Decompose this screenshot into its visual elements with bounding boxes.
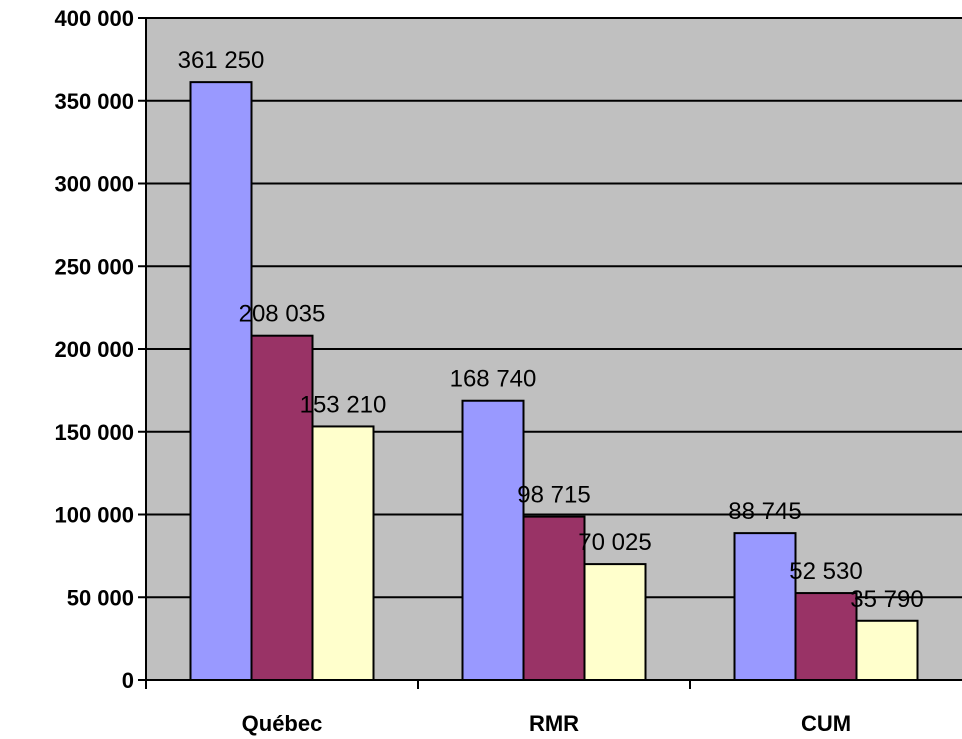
y-tick-label: 350 000 xyxy=(54,89,134,114)
bar xyxy=(522,515,586,681)
data-label: 98 715 xyxy=(517,482,590,509)
category-label: CUM xyxy=(801,711,851,736)
data-label: 361 250 xyxy=(178,47,265,74)
bar xyxy=(583,563,647,682)
bar xyxy=(311,425,375,681)
data-label: 35 790 xyxy=(850,586,923,613)
data-label: 52 530 xyxy=(789,558,862,585)
y-tick-label: 100 000 xyxy=(54,503,134,528)
y-axis-ticks: 0 50 000 100 000 150 000 200 000 250 000 300 0… xyxy=(54,6,146,693)
data-label: 153 210 xyxy=(300,391,387,418)
y-tick-label: 150 000 xyxy=(54,420,134,445)
bar xyxy=(461,399,525,681)
data-label: 70 025 xyxy=(578,529,651,556)
bars xyxy=(189,81,919,682)
bar xyxy=(189,81,253,682)
category-label: RMR xyxy=(529,711,579,736)
bar xyxy=(250,334,314,681)
y-tick-label: 50 000 xyxy=(67,585,134,610)
bar xyxy=(794,592,858,682)
x-axis-labels: Québec RMR CUM xyxy=(242,711,851,736)
category-label: Québec xyxy=(242,711,323,736)
y-tick-label: 0 xyxy=(122,668,134,693)
y-tick-label: 400 000 xyxy=(54,6,134,31)
bar xyxy=(733,532,797,681)
bar xyxy=(855,619,919,682)
data-label: 208 035 xyxy=(239,301,326,328)
y-tick-label: 200 000 xyxy=(54,337,134,362)
y-tick-label: 300 000 xyxy=(54,172,134,197)
data-label: 168 740 xyxy=(450,366,537,393)
data-labels: 361 250 208 035 153 210 168 740 98 715 70 025… xyxy=(178,47,924,613)
y-tick-label: 250 000 xyxy=(54,254,134,279)
data-label: 88 745 xyxy=(728,498,801,525)
